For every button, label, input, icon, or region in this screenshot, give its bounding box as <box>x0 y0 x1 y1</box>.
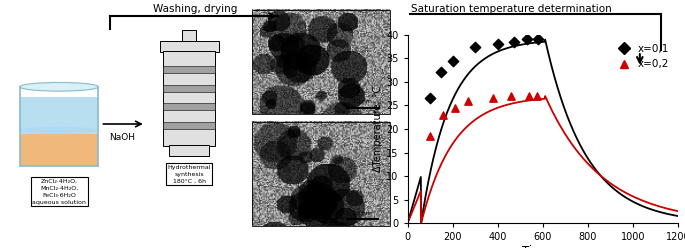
Point <box>493 42 503 46</box>
Point <box>425 134 436 138</box>
Point <box>488 96 499 100</box>
Point <box>508 40 519 44</box>
Text: NaOH: NaOH <box>109 133 135 142</box>
Text: Saturation temperature determination: Saturation temperature determination <box>411 4 612 14</box>
Bar <box>164 66 214 73</box>
Bar <box>252 10 390 114</box>
Bar <box>164 85 214 92</box>
Point <box>470 45 481 49</box>
Bar <box>182 30 196 42</box>
Point <box>533 37 544 41</box>
X-axis label: Time, s: Time, s <box>521 245 564 248</box>
Point <box>521 37 532 41</box>
Text: Hydrothermal
synthesis
180°C , 6h: Hydrothermal synthesis 180°C , 6h <box>167 165 211 184</box>
Point <box>425 96 436 100</box>
Bar <box>160 41 219 52</box>
Text: Washing, drying: Washing, drying <box>153 4 237 14</box>
Text: ZnCl₂·4H₂O,
MnCl₂·4H₂O,
FeCl₃·6H₂O
aqueous solution: ZnCl₂·4H₂O, MnCl₂·4H₂O, FeCl₃·6H₂O aqueo… <box>32 179 86 205</box>
Point <box>463 99 474 103</box>
Point <box>436 70 447 74</box>
Ellipse shape <box>20 127 99 134</box>
Bar <box>164 103 214 110</box>
Bar <box>252 122 390 226</box>
Legend: x=0,1, x=0,2: x=0,1, x=0,2 <box>609 40 673 73</box>
Point <box>437 113 448 117</box>
Text: 20 nm: 20 nm <box>352 99 373 104</box>
Point <box>447 59 458 63</box>
Ellipse shape <box>20 82 99 91</box>
Y-axis label: ΔTemperature, °C: ΔTemperature, °C <box>373 86 384 172</box>
Bar <box>169 145 209 156</box>
Bar <box>164 122 214 129</box>
Bar <box>20 97 99 134</box>
Point <box>506 94 516 98</box>
Text: 20 nm: 20 nm <box>352 211 373 216</box>
Bar <box>164 51 214 146</box>
Point <box>532 94 543 98</box>
Bar <box>20 130 99 166</box>
Point <box>524 94 535 98</box>
Point <box>449 106 460 110</box>
